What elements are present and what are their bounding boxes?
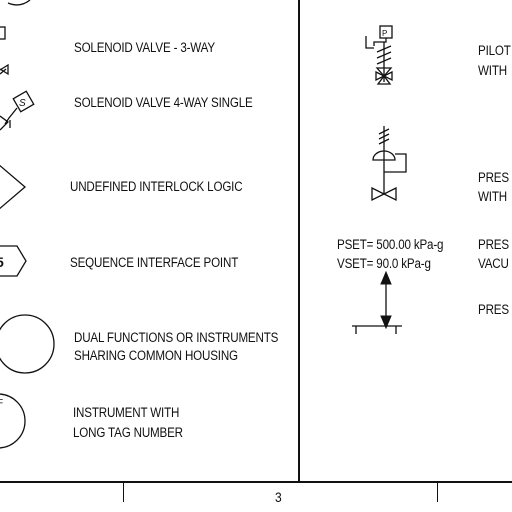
top-edge-line xyxy=(0,0,1,1)
label-solenoid-4way: SOLENOID VALVE 4-WAY SINGLE xyxy=(74,95,253,110)
sequence-tag: 5 xyxy=(0,254,4,270)
label-pilot-line2: WITH xyxy=(478,63,507,78)
dual-function-bubble-icon xyxy=(0,312,60,376)
label-solenoid-3way: SOLENOID VALVE - 3-WAY xyxy=(74,40,215,55)
label-sequence: SEQUENCE INTERFACE POINT xyxy=(70,255,239,270)
label-long-tag-line2: LONG TAG NUMBER xyxy=(73,425,183,440)
footer-tick-left xyxy=(123,482,125,502)
sequence-point-icon: 5 xyxy=(0,244,30,280)
label-pressure-line2: WITH xyxy=(478,189,507,204)
pilot-valve-icon: P xyxy=(350,20,420,90)
pset-value: PSET= 500.00 kPa-g xyxy=(337,237,444,252)
vset-value: VSET= 90.0 kPa-g xyxy=(337,256,431,271)
pilot-tag: P xyxy=(382,29,387,38)
label-pres-vac-line1: PRES xyxy=(478,237,509,252)
partial-instrument-bubble-top xyxy=(0,0,60,50)
footer-tick-right xyxy=(437,482,439,502)
long-tag-letter: F xyxy=(0,398,3,409)
footer-rule xyxy=(0,481,512,483)
solenoid-3way-icon xyxy=(0,60,20,90)
page-number: 3 xyxy=(275,489,282,505)
label-pilot-line1: PILOT xyxy=(478,43,511,58)
label-pressure-line1: PRES xyxy=(478,170,509,185)
solenoid-4way-icon: S xyxy=(0,84,50,144)
label-interlock: UNDEFINED INTERLOCK LOGIC xyxy=(70,179,243,194)
long-tag-instrument-icon: F xyxy=(0,392,40,452)
pressure-regulator-icon xyxy=(360,120,420,210)
label-dual-line1: DUAL FUNCTIONS OR INSTRUMENTS xyxy=(74,330,279,345)
label-long-tag-line1: INSTRUMENT WITH xyxy=(73,405,180,420)
label-pres-3: PRES xyxy=(478,302,509,317)
interlock-diamond-icon xyxy=(0,160,30,216)
label-dual-line2: SHARING COMMON HOUSING xyxy=(74,348,238,363)
label-pres-vac-line2: VACU xyxy=(478,256,509,271)
pressure-vacuum-relief-icon xyxy=(350,268,410,344)
solenoid-tag: S xyxy=(19,98,26,109)
column-divider xyxy=(298,0,300,481)
